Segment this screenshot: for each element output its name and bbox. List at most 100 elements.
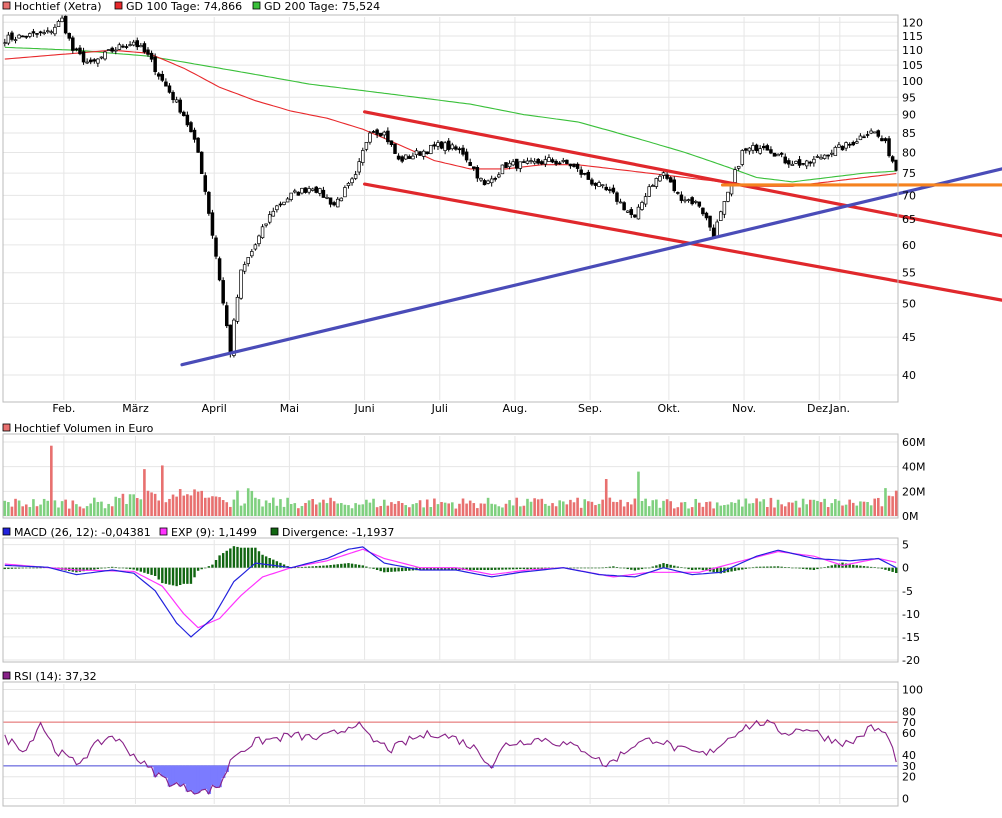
candle-body — [890, 156, 895, 162]
divergence-bar — [243, 547, 246, 568]
candle-body — [307, 188, 311, 193]
divergence-bar — [447, 567, 450, 570]
volume-bar — [798, 507, 801, 516]
candle-body — [31, 31, 36, 34]
divergence-bar — [716, 567, 719, 573]
divergence-bar — [751, 567, 755, 569]
candle-body — [672, 179, 676, 192]
divergence-bar — [766, 566, 769, 568]
rsi-oversold-fill — [178, 765, 183, 787]
volume-bar — [236, 490, 239, 516]
candle-body — [625, 210, 630, 213]
candle-body — [593, 182, 598, 186]
month-label: März — [122, 402, 149, 415]
divergence-bar — [440, 567, 443, 570]
volume-bar — [579, 507, 583, 516]
volume-bar — [647, 506, 651, 516]
candle-body — [314, 186, 319, 193]
divergence-bar — [515, 567, 518, 570]
volume-bar — [837, 500, 841, 516]
volume-bar — [440, 502, 443, 516]
divergence-bar — [426, 567, 429, 570]
rsi-oversold-fill — [196, 765, 201, 794]
candle-body — [335, 198, 340, 208]
divergence-bar — [755, 566, 758, 568]
candle-body — [690, 197, 694, 205]
candle-body — [697, 201, 702, 207]
candle-body — [10, 32, 14, 40]
divergence-bar — [855, 565, 859, 568]
divergence-bar — [866, 566, 869, 568]
candle-body — [81, 51, 86, 63]
candle-body — [443, 142, 447, 151]
candle-body — [736, 165, 741, 169]
candle-body — [783, 156, 787, 164]
divergence-bar — [32, 567, 35, 569]
macd-tick-label: 5 — [902, 539, 909, 552]
rsi-tick-label: 60 — [902, 727, 916, 740]
divergence-bar — [694, 567, 697, 570]
legend-macd: MACD (26, 12): -0,04381 EXP (9): 1,1499 … — [2, 526, 394, 539]
candle-body — [60, 17, 64, 23]
divergence-bar — [465, 567, 468, 570]
candle-body — [199, 151, 204, 174]
legend-gd200-label: GD 200 Tage: 75,524 — [264, 0, 380, 13]
divergence-bar — [837, 563, 841, 568]
volume-bar — [254, 497, 257, 516]
volume-bar — [519, 506, 522, 516]
rsi-tick-label: 30 — [902, 760, 916, 773]
volume-bar — [103, 508, 107, 516]
candle-body — [822, 154, 827, 159]
candle-body — [479, 177, 483, 181]
volume-bar — [343, 504, 347, 516]
volume-bar — [150, 492, 153, 516]
volume-bar — [690, 507, 694, 516]
divergence-bar — [651, 566, 654, 568]
volume-bar — [884, 488, 887, 516]
volume-bar — [286, 497, 289, 516]
volume-bar — [640, 500, 644, 516]
candle-body — [586, 171, 591, 180]
candle-body — [182, 111, 186, 117]
divergence-bar — [25, 567, 28, 569]
volume-tick-label: 40M — [902, 461, 926, 474]
macd-tick-label: 0 — [902, 562, 909, 575]
divergence-bar — [383, 567, 386, 573]
divergence-bar — [418, 567, 422, 570]
candle-body — [554, 160, 558, 165]
divergence-bar — [637, 567, 640, 570]
volume-bar — [848, 499, 851, 516]
divergence-bar — [508, 567, 511, 570]
divergence-bar — [522, 567, 526, 570]
candle-body — [318, 188, 322, 194]
divergence-bar — [540, 567, 543, 569]
candle-body — [862, 136, 866, 139]
divergence-bar — [737, 567, 740, 571]
volume-bar — [82, 508, 85, 516]
rsi-oversold-fill — [203, 765, 208, 790]
candlesticks — [3, 14, 1002, 367]
volume-bar — [107, 503, 110, 516]
candle-body — [801, 163, 805, 165]
divergence-bar — [350, 563, 354, 568]
divergence-bar — [186, 567, 189, 584]
volume-bar — [776, 499, 780, 516]
volume-bar — [794, 500, 798, 516]
candle-body — [432, 144, 437, 147]
trendline-red — [362, 182, 1002, 302]
divergence-bar — [139, 567, 143, 572]
candle-body — [20, 35, 25, 38]
candle-body — [557, 162, 562, 165]
divergence-bar — [622, 567, 626, 569]
candle-body — [787, 160, 791, 165]
candle-body — [425, 151, 429, 155]
volume-bar — [322, 499, 325, 516]
volume-bar — [71, 500, 75, 516]
divergence-bar — [189, 567, 193, 584]
month-label: Sep. — [578, 402, 602, 415]
candle-body — [364, 142, 369, 150]
divergence-bar — [630, 567, 633, 570]
candle-body — [582, 173, 587, 175]
divergence-bar — [325, 565, 329, 568]
volume-bar — [622, 506, 626, 516]
